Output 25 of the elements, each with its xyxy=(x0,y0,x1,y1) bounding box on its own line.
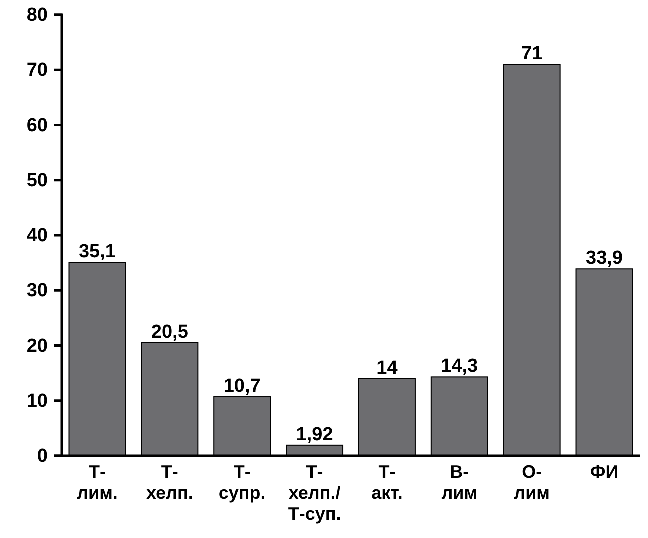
y-tick-label: 0 xyxy=(37,446,48,468)
data-label: 1,92 xyxy=(296,424,334,446)
data-label: 14 xyxy=(376,358,398,379)
x-tick-label: Т- хелп./ Т-суп. xyxy=(288,462,342,524)
data-label: 35,1 xyxy=(79,242,116,263)
x-tick-label: Т- акт. xyxy=(372,462,403,503)
y-tick-label: 20 xyxy=(26,336,48,357)
data-label: 14,3 xyxy=(441,356,478,378)
y-tick-label: 10 xyxy=(26,390,48,412)
x-tick-label: ФИ xyxy=(590,462,619,482)
data-label: 71 xyxy=(522,44,544,65)
y-tick-label: 30 xyxy=(26,280,48,302)
x-tick-label: Т- лим. xyxy=(77,462,118,503)
x-tick-label: В- лим xyxy=(442,462,478,503)
y-tick-label: 60 xyxy=(26,115,48,136)
y-tick-label: 70 xyxy=(26,60,48,82)
data-label: 20,5 xyxy=(151,322,189,343)
x-tick-label: Т- супр. xyxy=(218,462,266,503)
y-tick-label: 80 xyxy=(26,5,48,26)
y-tick-label: 50 xyxy=(26,170,48,192)
x-tick-label: Т- хелп. xyxy=(146,462,194,503)
data-label: 10,7 xyxy=(224,376,261,398)
x-tick-label: О- лим xyxy=(514,462,550,503)
y-tick-label: 40 xyxy=(26,226,48,247)
data-label: 33,9 xyxy=(586,248,623,270)
